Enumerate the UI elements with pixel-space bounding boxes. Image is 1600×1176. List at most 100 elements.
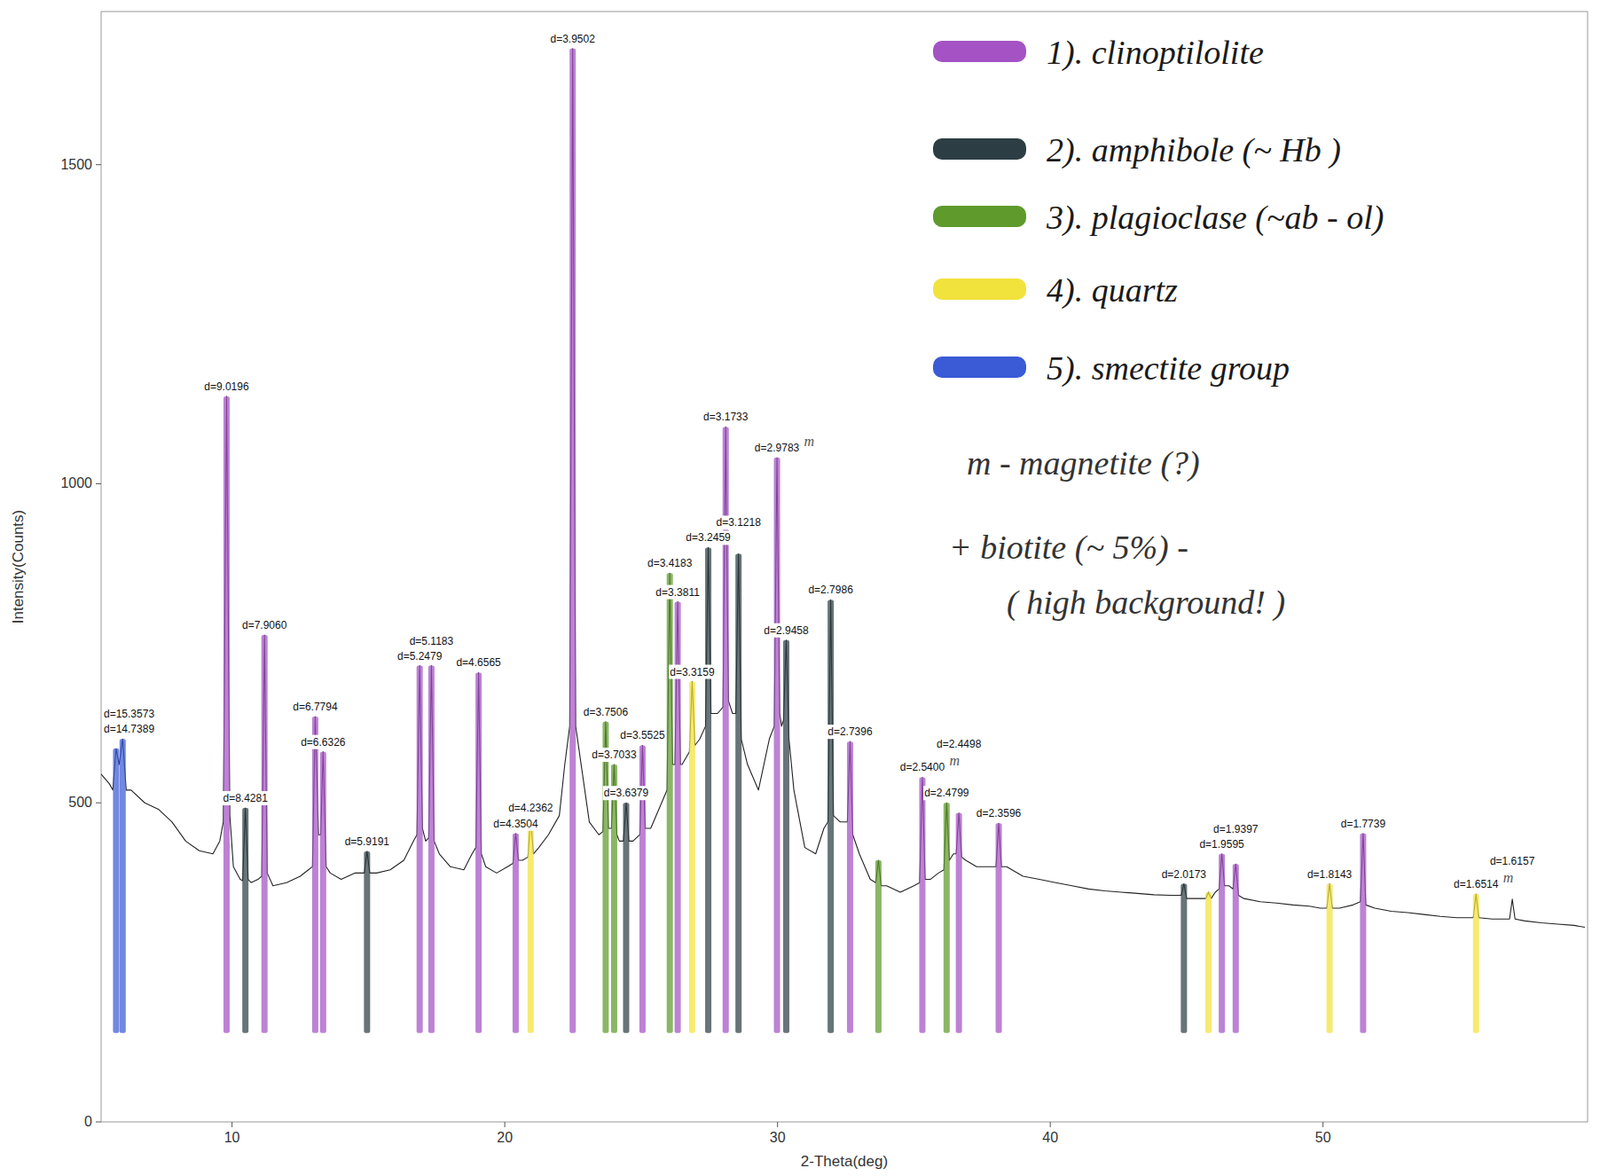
peak-label: d=15.3573 [103,707,155,721]
y-tick [95,802,102,804]
peak-label-patch [668,665,716,680]
peak-label-patch [1306,867,1354,882]
phase-bar [996,823,1003,1034]
peak-label-patch [1489,854,1537,869]
peak-label-patch [454,655,502,670]
legend-swatch [933,278,1027,300]
phase-bar [261,635,268,1034]
peak-label-patch [714,515,762,530]
peak-label: d=1.7739 [1341,817,1387,831]
phase-bar [119,738,126,1034]
legend-swatch [933,356,1027,378]
peak-label-patch [654,585,701,600]
peak-label: d=2.4498 [936,737,982,751]
peak-label: d=5.2479 [397,650,443,663]
peak-label: d=1.6514 [1453,878,1499,891]
peak-label: d=3.7033 [591,748,637,761]
peak-label: d=3.2459 [685,531,731,544]
phase-bar [827,599,834,1033]
peak-label-patch [1452,877,1500,892]
phase-bar [312,716,319,1034]
y-tick [95,164,102,165]
phase-bar [242,807,249,1034]
x-tick-label: 50 [1315,1129,1332,1146]
legend-swatch [933,205,1027,228]
x-tick [1050,1121,1051,1128]
legend-label: 3). plagioclase (~ab - ol) [1045,198,1384,237]
peak-label-patch [975,806,1023,821]
peak-label: d=3.3159 [669,666,715,679]
phase-bar [735,554,742,1034]
peak-label: d=8.4281 [222,792,268,805]
x-tick [776,1121,778,1128]
peak-label-patch [923,785,971,800]
phase-bar [512,833,519,1034]
phase-bar [527,817,534,1033]
peak-label: d=1.6157 [1490,854,1536,868]
phase-bar [428,666,435,1034]
peak-label-patch [807,582,855,597]
phase-bar [1232,863,1240,1034]
phase-bar [666,572,674,1034]
peak-label: d=3.7506 [583,705,629,719]
peak-label-patch [291,699,339,714]
x-tick-label: 40 [1042,1129,1059,1146]
phase-bar [1359,833,1366,1034]
peak-label: d=2.3596 [976,807,1022,820]
y-tick-label: 1000 [60,475,93,491]
phase-bar [320,752,327,1034]
page: {"chart_data": { "type": "line", "x_labe… [0,0,1600,1176]
peak-label: d=3.9502 [550,32,597,46]
peak-label-patch [646,556,694,571]
background [0,0,1600,1176]
peak-label-patch [762,623,810,638]
phase-bar [363,851,370,1034]
phase-bar [112,748,119,1034]
peak-label-patch [1198,837,1246,852]
y-tick-label: 1500 [60,156,93,173]
peak-label: d=14.7389 [103,722,155,736]
peak-label: d=1.9595 [1199,838,1245,851]
phase-bar [943,802,950,1034]
legend-label: 4). quartz [1046,271,1178,310]
phase-bar [875,860,882,1034]
phase-bar [1326,884,1334,1034]
phase-bar [1473,894,1480,1034]
note: + biotite (~ 5%) - [949,528,1189,567]
peak-label-patch [1212,822,1260,837]
phase-bar [1205,892,1212,1034]
peak-label: d=7.9060 [242,619,288,632]
peak-label: d=3.1218 [715,516,761,529]
peak-label: d=6.7794 [292,700,338,714]
x-tick-label: 30 [769,1129,786,1146]
phase-bar [689,682,696,1034]
peak-note-patch [803,432,816,450]
legend-label: 1). clinoptilolite [1046,33,1264,72]
peak-label-patch [899,760,947,775]
peak-label-patch [753,440,801,455]
y-tick [95,1121,102,1123]
peak-label-patch [603,785,651,800]
peak-label-patch [935,737,983,752]
peak-label: d=2.9458 [763,624,809,637]
peak-label-patch [299,735,347,750]
peak-label-patch [221,791,269,806]
peak-label-patch [102,706,156,722]
peak-label-patch [826,724,874,739]
peak-label: d=2.5400 [900,760,946,774]
phase-bar [569,48,576,1034]
peak-label: d=3.3811 [655,586,700,599]
peak-label-patch [344,834,392,849]
peak-note: m [804,433,816,449]
phase-bar [918,776,926,1033]
phase-bar [223,396,230,1034]
peak-label: d=2.7396 [827,725,873,738]
peak-label: d=3.6379 [603,786,650,800]
peak-label-patch [702,409,750,424]
x-tick-label: 20 [496,1129,513,1146]
y-tick [95,483,102,485]
peak-labels: d=3.9502d=9.0196d=3.1733d=2.9783md=3.245… [102,31,1537,892]
plot-frame [101,11,1588,1122]
note: m - magnetite (?) [966,444,1200,483]
peak-label: d=3.5525 [619,729,666,742]
